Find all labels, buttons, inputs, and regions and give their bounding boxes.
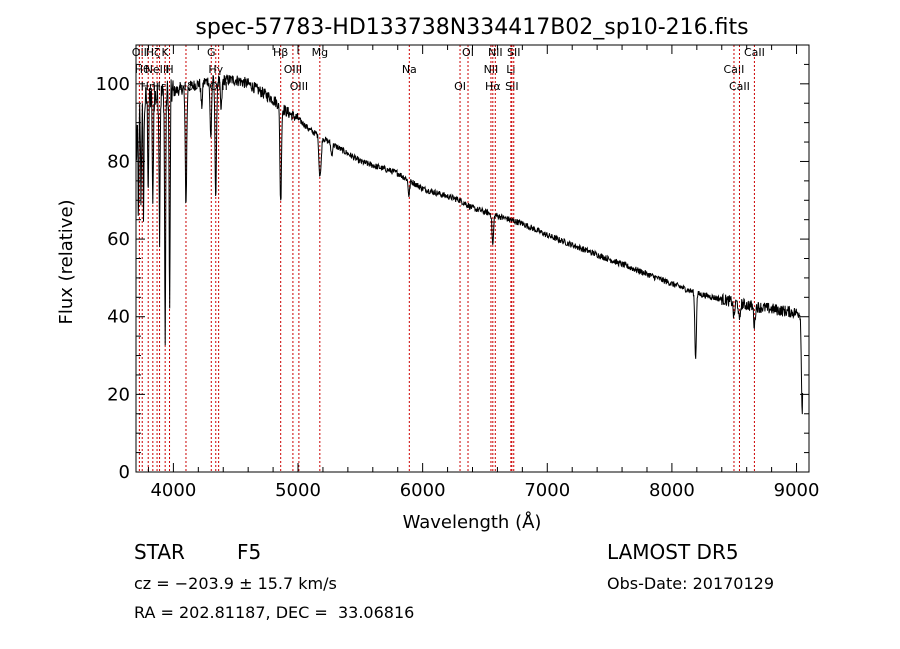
line-marker-label: CaII <box>724 63 745 76</box>
y-tick-label: 20 <box>107 384 130 405</box>
x-tick-label: 6000 <box>400 480 446 501</box>
line-marker-label: Li <box>506 63 515 76</box>
coordinates: RA = 202.81187, DEC = 33.06816 <box>134 603 415 622</box>
line-marker-label: Hα <box>485 80 501 93</box>
line-marker-label: Hθ <box>135 63 150 76</box>
line-marker-label: Hβ <box>273 46 288 59</box>
y-tick-label: 40 <box>107 307 130 328</box>
plot-title: spec-57783-HD133738N334417B02_sp10-216.f… <box>195 15 748 40</box>
x-tick-label: 5000 <box>275 480 321 501</box>
line-marker-label: OIII <box>290 80 308 93</box>
line-markers: OIIHθHηHζNeIIIHεKHHδGHγOIIIHβOIIIOIIIMgN… <box>132 45 765 472</box>
line-marker-label: NeIII <box>145 63 170 76</box>
line-marker-label: H <box>165 63 173 76</box>
plot-frame <box>135 44 810 473</box>
x-tick-label: 4000 <box>150 480 196 501</box>
line-marker-label: OI <box>454 80 466 93</box>
y-axis-label: Flux (relative) <box>56 199 77 324</box>
object-type: STAR <box>134 540 185 564</box>
line-marker-label: Hζ <box>146 46 160 59</box>
line-marker-label: Hγ <box>208 63 223 76</box>
line-marker-label: OIII <box>284 63 302 76</box>
y-tick-label: 60 <box>107 229 130 250</box>
line-marker-label: G <box>207 46 216 59</box>
y-tick-label: 100 <box>96 74 130 95</box>
x-axis-label: Wavelength (Å) <box>403 511 542 533</box>
line-marker-label: Mg <box>312 46 328 59</box>
survey-name: LAMOST DR5 <box>607 540 739 564</box>
spectrum-line <box>135 74 804 415</box>
line-marker-label: K <box>162 46 170 59</box>
axes: 4000 5000 6000 7000 8000 9000 0 20 40 60 80 100 <box>96 44 820 501</box>
line-marker-label: Hε <box>152 80 166 93</box>
line-marker-label: SII <box>507 46 520 59</box>
line-marker-label: CaII <box>744 46 765 59</box>
line-marker-label: NII <box>484 63 499 76</box>
spectral-subclass: F5 <box>237 540 262 564</box>
line-marker-label: CaII <box>729 80 750 93</box>
y-tick-label: 0 <box>119 462 130 483</box>
observation-date: Obs-Date: 20170129 <box>607 574 775 593</box>
redshift-velocity: cz = −203.9 ± 15.7 km/s <box>134 574 337 593</box>
line-marker-label: NII <box>488 46 503 59</box>
line-marker-label: SII <box>505 80 518 93</box>
x-tick-label: 8000 <box>649 480 695 501</box>
line-marker-label: Hη <box>141 80 156 93</box>
line-marker-label: OI <box>462 46 474 59</box>
line-marker-label: OII <box>132 46 147 59</box>
x-tick-label: 9000 <box>774 480 820 501</box>
line-marker-label: Na <box>402 63 417 76</box>
x-tick-label: 7000 <box>524 480 570 501</box>
y-tick-label: 80 <box>107 151 130 172</box>
